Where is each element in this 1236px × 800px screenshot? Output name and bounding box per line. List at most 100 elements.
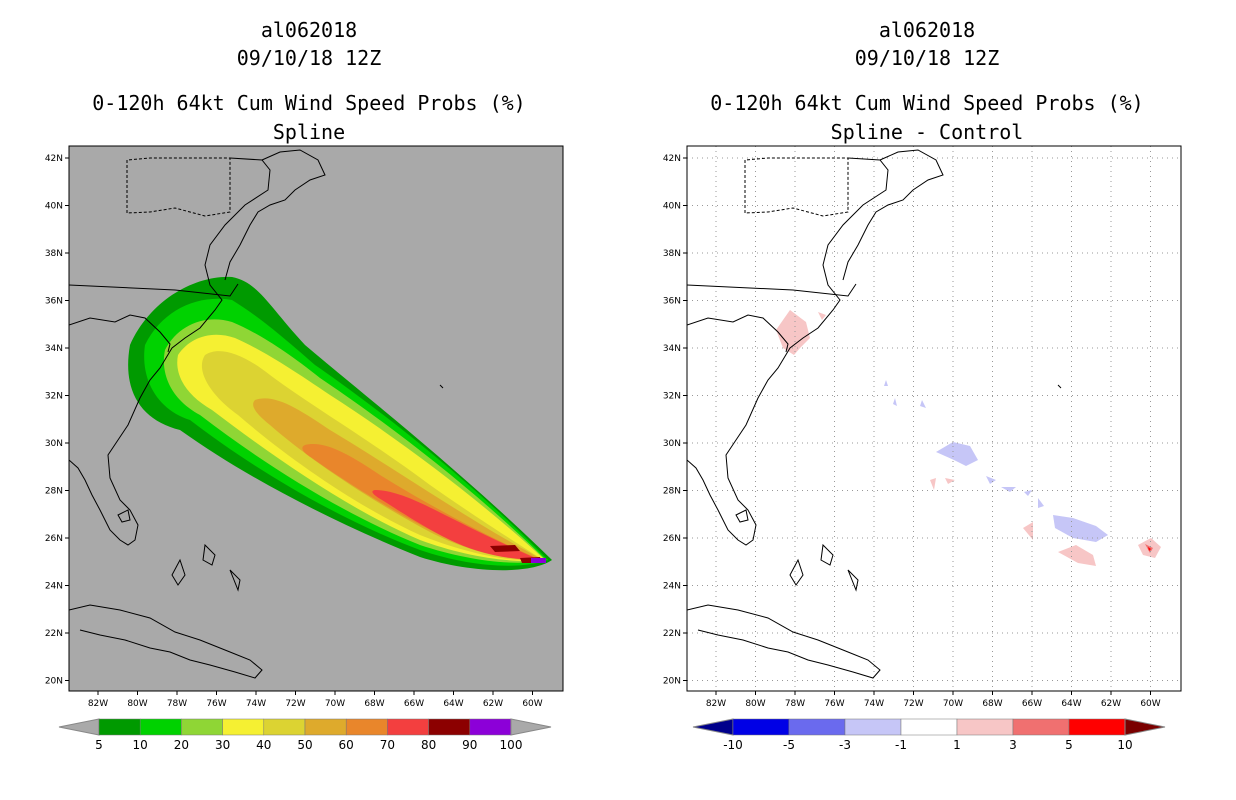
lat-tick-label: 22N: [663, 629, 681, 639]
colorbar-swatch: [1012, 718, 1070, 736]
lon-tick-label: 68W: [982, 699, 1002, 709]
colorbar-under-arrow: [692, 718, 734, 736]
colorbar-swatch: [428, 718, 471, 736]
colorbar-over-arrow: [1124, 718, 1166, 736]
colorbar-tick-label: 10: [133, 738, 148, 752]
lon-tick-label: 74W: [864, 699, 884, 709]
lat-tick-label: 42N: [663, 154, 681, 164]
lon-tick-label: 76W: [206, 699, 226, 709]
colorbar-swatch: [1068, 718, 1126, 736]
axis-frame: 42N 40N 38N 36N 34N 32N 30N 28N 26N 24N 22N 20N 82W 8…: [45, 154, 543, 709]
lon-tick-label: 80W: [745, 699, 765, 709]
colorbar-swatch: [900, 718, 958, 736]
colorbar-tick-label: -3: [839, 738, 851, 752]
colorbar-swatch: [304, 718, 347, 736]
colorbar-tick-label: 70: [380, 738, 395, 752]
colorbar-swatch: [788, 718, 846, 736]
probability-contours: [128, 276, 552, 571]
colorbar-tick-label: 5: [1065, 738, 1073, 752]
date-title: 09/10/18 12Z: [236, 46, 382, 70]
lon-tick-label: 76W: [824, 699, 844, 709]
diff-negative-6: [884, 380, 888, 386]
colorbar-swatch: [387, 718, 429, 736]
lon-tick-label: 80W: [127, 699, 147, 709]
lon-tick-label: 60W: [1140, 699, 1160, 709]
lon-tick-label: 62W: [483, 699, 503, 709]
colorbar-swatch: [469, 718, 512, 736]
colorbar-tick-label: 30: [215, 738, 230, 752]
colorbar-tick-label: 80: [421, 738, 436, 752]
axis-frame: 42N 40N 38N 36N 34N 32N 30N 28N 26N 24N 22N 20N 82W 8…: [663, 154, 1161, 709]
colorbar-tick-label: -1: [895, 738, 907, 752]
lat-tick-label: 40N: [45, 202, 63, 212]
lon-tick-label: 74W: [246, 699, 266, 709]
lat-tick-label: 36N: [45, 297, 63, 307]
colorbar-swatch: [345, 718, 388, 736]
lat-tick-label: 24N: [663, 582, 681, 592]
lat-tick-label: 24N: [45, 582, 63, 592]
contour-70: [372, 490, 540, 560]
lat-tick-label: 40N: [663, 202, 681, 212]
diff-negative-8: [920, 400, 926, 408]
colorbar-tick-label: 3: [1009, 738, 1017, 752]
colorbar-swatch: [732, 718, 790, 736]
lat-tick-label: 42N: [45, 154, 63, 164]
right-panel: al062018 09/10/18 12Z 0-120h 64kt Cum Wi…: [618, 0, 1236, 800]
contour-50: [253, 398, 542, 561]
subtitle: Spline - Control: [830, 120, 1024, 144]
diff-positive-3: [930, 478, 936, 490]
right-map: 42N 40N 38N 36N 34N 32N 30N 28N 26N 24N 22N 20N 82W 8…: [663, 145, 1182, 752]
lat-tick-label: 28N: [45, 487, 63, 497]
lat-tick-label: 20N: [45, 677, 63, 687]
lon-tick-label: 70W: [325, 699, 345, 709]
diff-negative-5: [1053, 515, 1108, 542]
coastlines: [687, 149, 1062, 679]
diff-negative-7: [893, 398, 897, 406]
date-title: 09/10/18 12Z: [854, 46, 1000, 70]
lat-tick-label: 28N: [663, 487, 681, 497]
colorbar-tick-label: -5: [783, 738, 795, 752]
colorbar-tick-label: 5: [95, 738, 103, 752]
lon-tick-label: 62W: [1101, 699, 1121, 709]
contour-40: [201, 351, 543, 561]
colorbar-swatch: [181, 718, 223, 736]
lat-tick-label: 26N: [663, 534, 681, 544]
lat-tick-label: 22N: [45, 629, 63, 639]
colorbar-tick-label: 60: [339, 738, 354, 752]
colorbar-tick-label: 40: [256, 738, 271, 752]
lon-tick-label: 82W: [706, 699, 726, 709]
storm-id-title: al062018: [260, 18, 358, 42]
colorbar-tick-label: 90: [462, 738, 477, 752]
lat-tick-label: 34N: [663, 344, 681, 354]
diff-negative-4: [1038, 498, 1044, 508]
diff-negative-1: [936, 442, 978, 466]
lon-tick-label: 66W: [404, 699, 424, 709]
colorbar-swatch: [222, 718, 265, 736]
diff-positive-9: [1148, 547, 1151, 551]
diff-negative-2: [986, 476, 996, 484]
colorbar-swatch: [98, 718, 141, 736]
colorbar-tick-label: 1: [953, 738, 961, 752]
colorbar-tick-label: 20: [174, 738, 189, 752]
colorbar-tick-label: 100: [500, 738, 523, 752]
diff-negative-9: [1024, 490, 1032, 496]
contour-60: [302, 444, 541, 560]
lon-tick-label: 72W: [903, 699, 923, 709]
colorbar-tick-label: 50: [297, 738, 312, 752]
lat-tick-label: 20N: [663, 677, 681, 687]
colorbar-over-arrow: [510, 718, 552, 736]
product-title: 0-120h 64kt Cum Wind Speed Probs (%): [710, 91, 1144, 115]
colorbar: 5 10 20 30 40 50 60 70 80 90 100: [58, 718, 552, 752]
map-background: [687, 146, 1181, 691]
lat-tick-label: 30N: [663, 439, 681, 449]
lat-tick-label: 38N: [45, 249, 63, 259]
colorbar-tick-label: 10: [1117, 738, 1132, 752]
lat-tick-label: 32N: [45, 392, 63, 402]
colorbar: -10 -5 -3 -1 1 3 5 10: [692, 718, 1166, 752]
colorbar-swatch: [263, 718, 306, 736]
product-title: 0-120h 64kt Cum Wind Speed Probs (%): [92, 91, 526, 115]
lon-tick-label: 82W: [88, 699, 108, 709]
contour-80: [490, 545, 542, 563]
lon-tick-label: 78W: [167, 699, 187, 709]
colorbar-tick-label: -10: [723, 738, 743, 752]
